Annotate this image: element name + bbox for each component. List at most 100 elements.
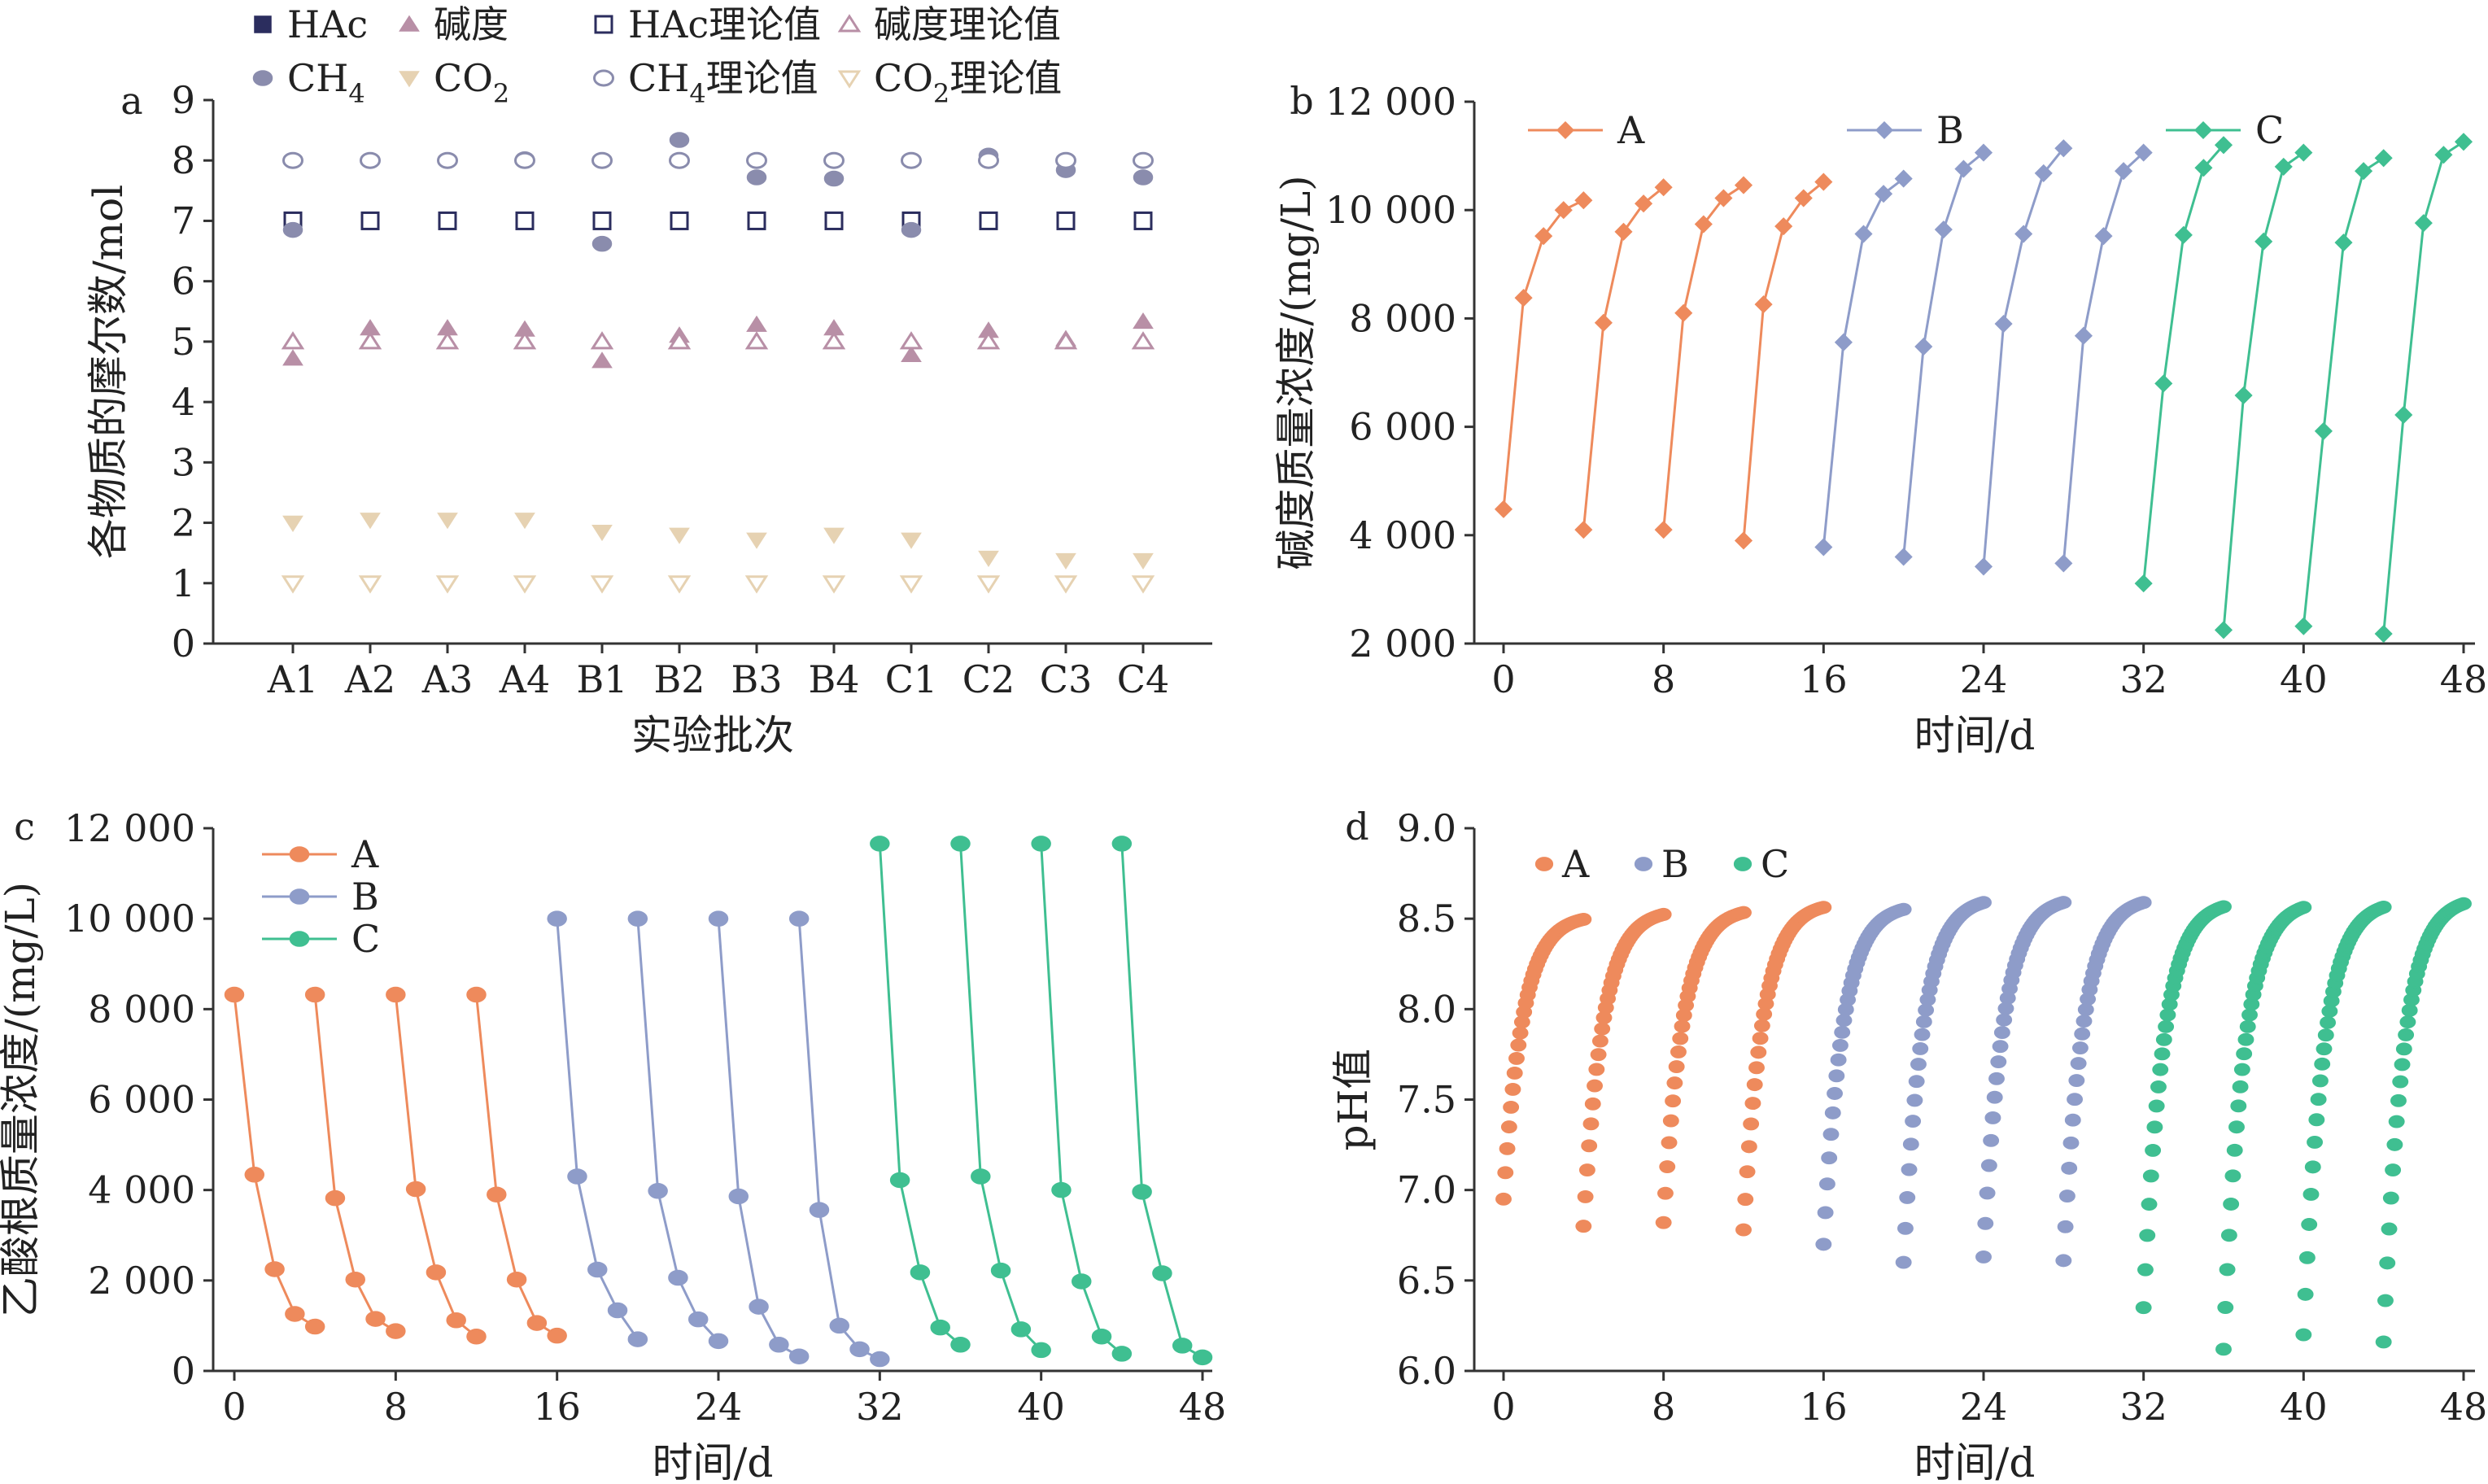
data-point <box>1830 1053 1847 1067</box>
legend-label: B <box>1661 842 1689 886</box>
x-tick-label: C4 <box>1117 657 1169 701</box>
data-point <box>971 1168 991 1185</box>
x-axis-title: 实验批次 <box>631 712 794 759</box>
data-point <box>426 1264 447 1281</box>
data-point <box>2152 1063 2169 1076</box>
data-point <box>244 1167 265 1183</box>
data-point <box>823 151 845 169</box>
data-point <box>2159 1008 2176 1022</box>
data-point <box>1510 1038 1527 1052</box>
data-point <box>1091 1329 1112 1345</box>
data-point <box>1659 1160 1676 1173</box>
data-point <box>2064 1113 2081 1127</box>
data-point <box>435 331 460 350</box>
y-tick-label: 6 000 <box>88 1078 195 1122</box>
x-tick-label: 8 <box>1652 657 1675 701</box>
x-tick-label: C2 <box>962 657 1015 701</box>
data-point <box>2386 1137 2403 1151</box>
y-tick-label: 8.0 <box>1397 987 1456 1031</box>
y-tick-label: 2 000 <box>1349 622 1456 666</box>
data-point <box>1744 1097 1761 1111</box>
data-point <box>2233 1063 2250 1076</box>
data-point <box>1590 1048 1607 1062</box>
data-point <box>1010 1321 1032 1338</box>
data-point <box>2254 232 2273 251</box>
data-point <box>2388 1115 2405 1128</box>
data-point <box>1740 1140 1757 1154</box>
data-point <box>1748 1061 1765 1075</box>
data-point <box>2310 1093 2327 1106</box>
data-point <box>2295 1328 2312 1342</box>
data-point <box>506 1271 527 1288</box>
legend-label: C <box>351 917 380 961</box>
data-point <box>687 1311 709 1328</box>
legend-label: B <box>351 875 379 919</box>
data-point <box>1132 1184 1152 1200</box>
data-point <box>282 515 303 532</box>
data-point <box>2455 897 2472 910</box>
data-point <box>591 351 613 369</box>
data-point <box>2214 621 2233 639</box>
legend-marker <box>399 71 420 88</box>
legend-label: CO2理论值 <box>874 56 1062 109</box>
data-point <box>1504 1082 1521 1096</box>
data-point <box>2392 1075 2409 1089</box>
x-tick-label: 48 <box>2440 1385 2488 1429</box>
data-point <box>669 132 690 148</box>
legend-label: C <box>1761 842 1789 886</box>
data-point <box>1503 1100 1520 1114</box>
data-point <box>2228 1120 2245 1134</box>
x-tick-label: B2 <box>653 657 705 701</box>
data-point <box>1735 1223 1752 1237</box>
y-tick-label: 7.5 <box>1397 1078 1456 1122</box>
data-point <box>1594 1022 1611 1036</box>
legend-marker <box>837 70 862 89</box>
data-point <box>1902 1137 1919 1151</box>
data-point <box>2274 157 2293 176</box>
y-tick-label: 8.5 <box>1397 897 1456 941</box>
legend-label: B <box>1936 108 1964 152</box>
data-point <box>668 1269 688 1286</box>
data-point <box>1974 143 1993 162</box>
data-point <box>901 532 922 549</box>
data-point <box>2145 1143 2162 1157</box>
data-point <box>1655 1216 1672 1229</box>
data-point <box>2375 1335 2392 1349</box>
data-point <box>1854 225 1873 243</box>
data-point <box>1672 1032 1689 1045</box>
data-point <box>1828 1069 1845 1083</box>
data-point <box>746 169 767 186</box>
data-point <box>1875 185 1893 203</box>
data-point <box>744 575 769 594</box>
data-point <box>435 575 460 594</box>
x-tick-label: 32 <box>2119 1385 2167 1429</box>
series-b <box>1815 896 2152 1269</box>
data-point <box>1918 1003 1935 1017</box>
y-axis-title: pH值 <box>1329 1049 1377 1151</box>
data-point <box>1735 906 1752 919</box>
data-point <box>901 151 922 169</box>
y-axis-title: 各物质的摩尔数/mol <box>85 185 132 559</box>
data-point <box>2174 225 2193 244</box>
data-point <box>1734 531 1753 550</box>
data-point <box>976 331 1001 350</box>
legend-label: A <box>351 832 379 876</box>
data-point <box>1814 538 1833 556</box>
data-point <box>437 513 458 530</box>
data-point <box>1996 1013 2013 1027</box>
data-point <box>1614 222 1633 241</box>
data-point <box>1054 575 1078 594</box>
data-point <box>2301 1218 2318 1231</box>
data-point <box>1131 575 1155 594</box>
data-point <box>358 575 382 594</box>
data-point <box>2135 1301 2152 1315</box>
legend-label: 碱度理论值 <box>874 2 1061 46</box>
data-point <box>2297 1287 2314 1301</box>
y-tick-label: 2 000 <box>88 1259 195 1303</box>
data-point <box>1992 1040 2009 1054</box>
data-point <box>976 575 1001 594</box>
data-point <box>446 1312 466 1329</box>
data-point <box>2155 1032 2172 1046</box>
data-point <box>889 1172 910 1189</box>
data-point <box>282 221 303 238</box>
